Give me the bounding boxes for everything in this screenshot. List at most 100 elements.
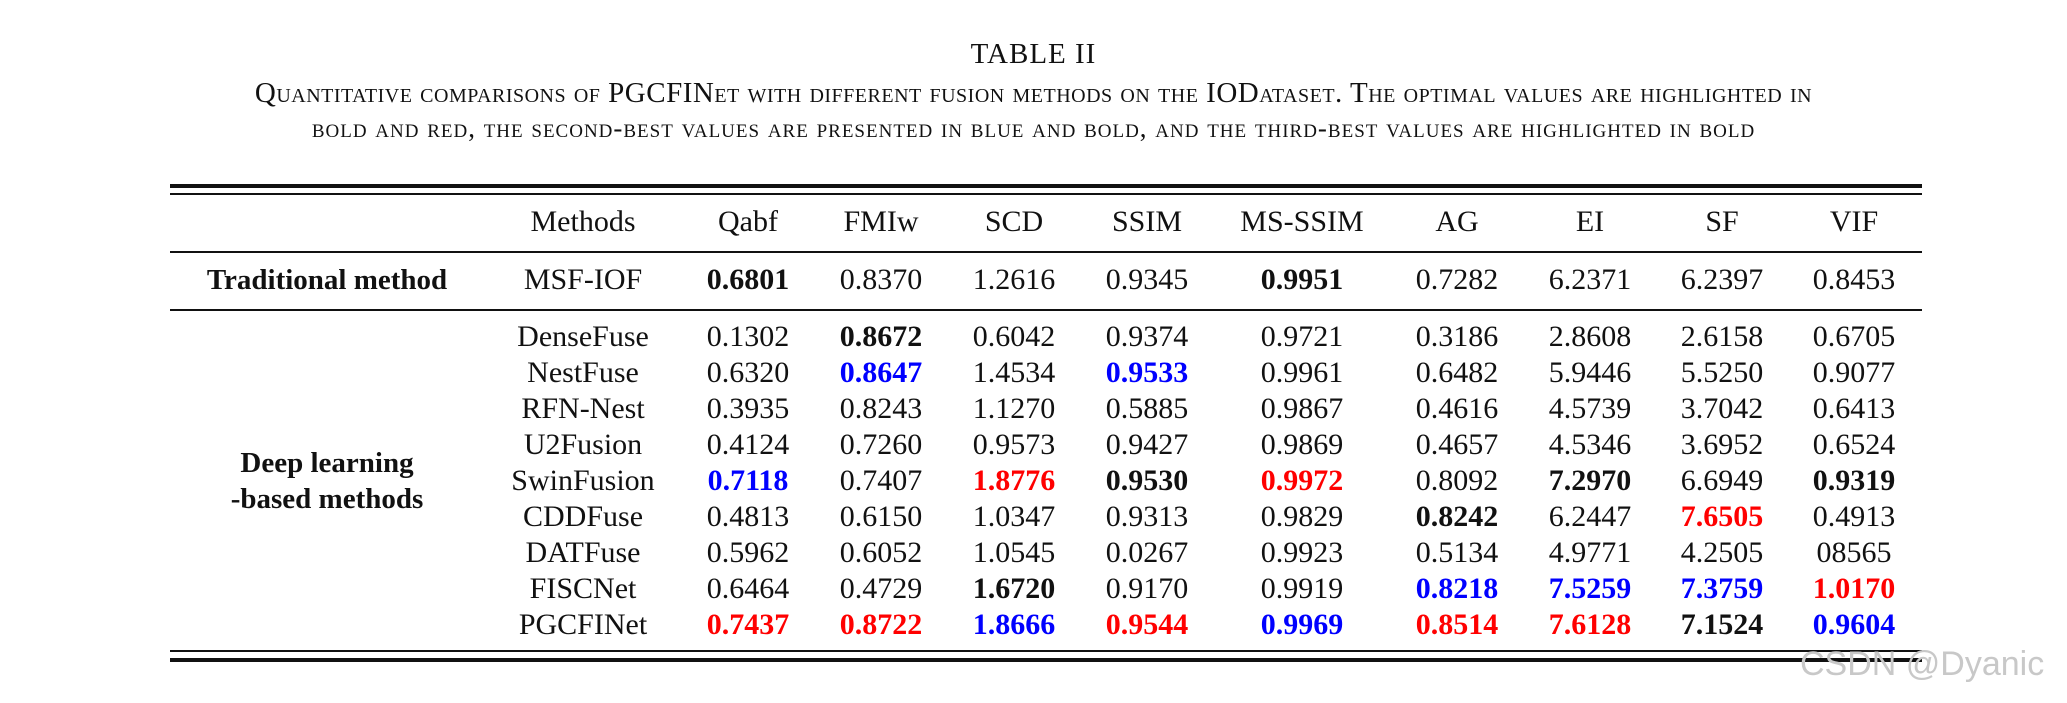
metric-value: 0.7118 [707, 464, 789, 497]
metric-value: 6.2447 [1548, 500, 1632, 533]
column-header-vif: VIF [1829, 205, 1879, 238]
metric-value: 0.9961 [1260, 356, 1344, 389]
metric-value: 08565 [1816, 536, 1892, 569]
metric-value: 0.6413 [1812, 392, 1896, 425]
metric-value: 0.7437 [706, 608, 790, 641]
metric-value: 0.6150 [839, 500, 923, 533]
method-name: SwinFusion [511, 464, 655, 497]
metric-value: 4.9771 [1548, 536, 1632, 569]
method-name: U2Fusion [523, 428, 643, 461]
metric-value: 0.9867 [1260, 392, 1344, 425]
method-name: PGCFINet [518, 608, 648, 641]
metric-value: 0.9969 [1260, 608, 1344, 641]
metric-value: 0.4729 [839, 572, 923, 605]
metric-value: 4.2505 [1680, 536, 1764, 569]
method-name: RFN-Nest [521, 392, 645, 425]
metric-value: 0.4616 [1415, 392, 1499, 425]
metric-value: 1.1270 [972, 392, 1056, 425]
metric-value: 7.2970 [1548, 464, 1632, 497]
metric-value: 0.6482 [1415, 356, 1499, 389]
metric-value: 0.4813 [706, 500, 790, 533]
method-name: DATFuse [525, 536, 641, 569]
table-caption-line-2: bold and red, the second-best values are… [311, 113, 1756, 143]
metric-value: 0.9869 [1260, 428, 1344, 461]
metric-value: 0.9170 [1105, 572, 1189, 605]
metric-value: 0.5885 [1105, 392, 1189, 425]
metric-value: 0.9923 [1260, 536, 1344, 569]
metric-value: 0.9427 [1105, 428, 1189, 461]
metric-value: 6.2371 [1548, 263, 1632, 296]
metric-value: 0.9604 [1812, 608, 1896, 641]
watermark: CSDN @Dyanic [1800, 645, 2045, 683]
metric-value: 0.4913 [1812, 500, 1896, 533]
metric-value: 0.8647 [839, 356, 923, 389]
column-header-ei: EI [1575, 205, 1605, 238]
method-name: DenseFuse [517, 320, 649, 353]
metric-value: 0.9345 [1105, 263, 1189, 296]
metric-value: 0.9972 [1260, 464, 1344, 497]
metric-value: 0.8370 [839, 263, 923, 296]
method-name: CDDFuse [522, 500, 644, 533]
metric-value: 7.3759 [1680, 572, 1764, 605]
metric-value: 0.9077 [1812, 356, 1896, 389]
metric-value: 0.8722 [839, 608, 923, 641]
metric-value: 0.8092 [1415, 464, 1499, 497]
metric-value: 0.8218 [1415, 572, 1499, 605]
metric-value: 0.6042 [972, 320, 1056, 353]
metric-value: 0.1302 [706, 320, 790, 353]
metric-value: 0.3186 [1415, 320, 1499, 353]
metric-value: 0.9533 [1105, 356, 1189, 389]
metric-value: 0.9919 [1260, 572, 1344, 605]
metric-value: 0.8243 [839, 392, 923, 425]
column-header-scd: SCD [984, 205, 1044, 238]
metric-value: 0.7407 [839, 464, 923, 497]
top-rule-thick [170, 184, 1922, 188]
table-number: TABLE II [970, 38, 1097, 70]
metric-value: 0.9951 [1260, 263, 1344, 296]
metric-value: 0.8453 [1812, 263, 1896, 296]
metric-value: 0.9374 [1105, 320, 1189, 353]
metric-value: 0.9530 [1105, 464, 1189, 497]
metric-value: 3.7042 [1680, 392, 1764, 425]
metric-value: 1.8666 [972, 608, 1056, 641]
metric-value: 0.9313 [1105, 500, 1189, 533]
metric-value: 0.0267 [1105, 536, 1189, 569]
metric-value: 2.6158 [1680, 320, 1764, 353]
column-header-methods: Methods [530, 205, 636, 238]
metric-value: 6.2397 [1680, 263, 1764, 296]
metric-value: 1.8776 [972, 464, 1056, 497]
metric-value: 7.6128 [1548, 608, 1632, 641]
metric-value: 0.9829 [1260, 500, 1344, 533]
bottom-rule-thick [170, 658, 1922, 662]
header-rule [170, 251, 1922, 253]
metric-value: 0.6052 [839, 536, 923, 569]
metric-value: 0.9319 [1812, 464, 1896, 497]
metric-value: 1.0170 [1812, 572, 1896, 605]
metric-value: 7.6505 [1680, 500, 1764, 533]
column-header-ssim: SSIM [1111, 205, 1183, 238]
column-header-qabf: Qabf [718, 205, 778, 238]
metric-value: 0.6705 [1812, 320, 1896, 353]
group-label: -based methods [230, 483, 424, 515]
metric-value: 2.8608 [1548, 320, 1632, 353]
metric-value: 1.0347 [972, 500, 1056, 533]
metric-value: 0.6464 [706, 572, 790, 605]
metric-value: 0.8514 [1415, 608, 1499, 641]
metric-value: 0.6320 [706, 356, 790, 389]
metric-value: 0.8242 [1415, 500, 1499, 533]
metric-value: 0.9721 [1260, 320, 1344, 353]
method-name: NestFuse [527, 356, 639, 389]
top-rule-thin [170, 193, 1922, 195]
metric-value: 6.6949 [1680, 464, 1764, 497]
group-label: Deep learning [240, 447, 414, 479]
metric-value: 1.4534 [972, 356, 1056, 389]
metric-value: 0.7282 [1415, 263, 1499, 296]
metric-value: 0.7260 [839, 428, 923, 461]
column-header-ag: AG [1435, 205, 1479, 238]
metric-value: 0.6801 [706, 263, 790, 296]
bottom-rule-thin [170, 650, 1922, 652]
group-label: Traditional method [206, 264, 448, 296]
metric-value: 0.9544 [1105, 608, 1189, 641]
metric-value: 0.9573 [972, 428, 1056, 461]
metric-value: 4.5739 [1548, 392, 1632, 425]
